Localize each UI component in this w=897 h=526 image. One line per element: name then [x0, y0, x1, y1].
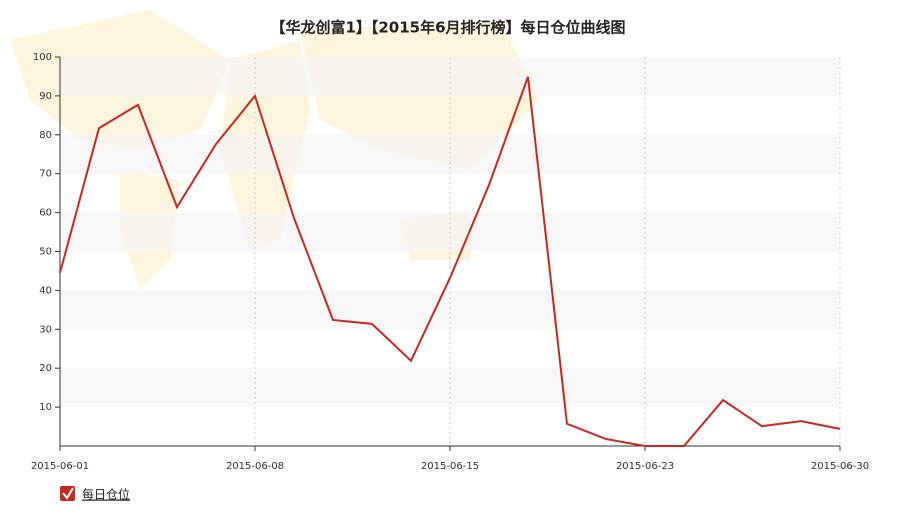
- x-tick-label: 2015-06-01: [31, 461, 89, 472]
- legend-label[interactable]: 每日仓位: [82, 487, 130, 502]
- x-tick-label: 2015-06-30: [811, 461, 869, 472]
- legend-check: [62, 487, 74, 500]
- y-tick-label: 50: [39, 247, 52, 258]
- y-tick-label: 10: [39, 402, 52, 413]
- y-tick-label: 20: [39, 363, 52, 374]
- x-tick-label: 2015-06-23: [616, 461, 674, 472]
- y-tick-label: 90: [39, 91, 52, 102]
- x-tick-label: 2015-06-08: [226, 461, 284, 472]
- x-tick-label: 2015-06-15: [421, 461, 479, 472]
- legend[interactable]: 每日仓位: [60, 486, 130, 502]
- y-tick-label: 70: [39, 169, 52, 180]
- y-tick-label: 40: [39, 285, 52, 296]
- series-line: [59, 76, 841, 447]
- y-tick-label: 100: [33, 52, 52, 63]
- y-tick-label: 60: [39, 208, 52, 219]
- y-tick-label: 80: [39, 130, 52, 141]
- y-tick-label: 30: [39, 324, 52, 335]
- chart-title: 【华龙创富1】【2015年6月排行榜】每日仓位曲线图: [270, 19, 625, 37]
